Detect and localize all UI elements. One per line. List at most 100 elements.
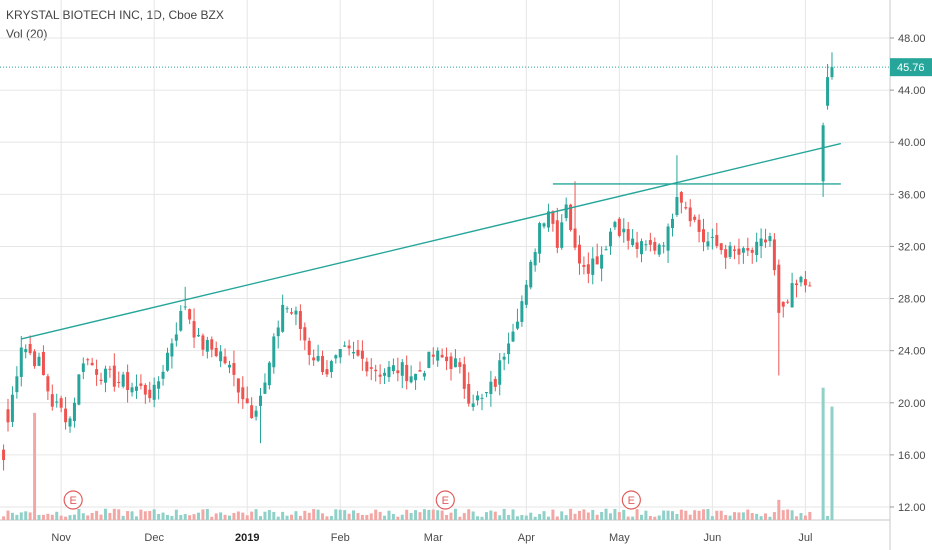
candle-body	[81, 363, 85, 372]
volume-bar	[161, 512, 165, 520]
volume-bar	[684, 510, 688, 520]
volume-bar	[533, 516, 537, 520]
time-axis-label: Mar	[424, 532, 443, 544]
volume-bar	[188, 515, 192, 520]
volume-bar	[648, 515, 652, 520]
candle-body	[710, 236, 714, 238]
candle-body	[821, 125, 825, 182]
candle-body	[356, 349, 360, 356]
volume-bar	[772, 512, 776, 520]
volume-bar	[431, 509, 435, 520]
candle-body	[161, 371, 165, 379]
candle-body	[542, 223, 546, 227]
volume-bar	[515, 516, 519, 520]
volume-bar	[387, 510, 391, 520]
candle-body	[321, 356, 325, 373]
volume-bar	[777, 499, 781, 520]
volume-bar	[281, 511, 285, 520]
chart-title: KRYSTAL BIOTECH INC, 1D, Cboe BZX	[6, 8, 224, 22]
volume-bar	[103, 508, 107, 520]
candle-body	[347, 345, 351, 349]
candle-body	[259, 395, 263, 406]
candle-body	[799, 276, 803, 283]
candle-body	[50, 394, 54, 407]
candle-body	[263, 382, 267, 394]
candle-body	[458, 362, 462, 367]
volume-bar	[68, 515, 72, 520]
volume-bar	[307, 512, 311, 520]
candle-body	[431, 354, 435, 357]
candle-body	[702, 229, 706, 243]
candle-body	[772, 239, 776, 271]
volume-bar	[236, 511, 240, 520]
volume-bar	[143, 511, 147, 520]
candle-body	[520, 301, 524, 322]
candle-body	[405, 364, 409, 382]
candle-body	[600, 254, 604, 269]
earnings-marker: E	[63, 490, 83, 510]
candle-body	[803, 279, 807, 286]
candle-body	[378, 374, 382, 377]
volume-bar	[81, 513, 85, 520]
volume-bar	[821, 387, 825, 520]
volume-bar	[59, 515, 63, 520]
volume-bar	[90, 512, 94, 520]
candle-body	[617, 218, 621, 236]
volume-bar	[759, 516, 763, 520]
volume-bar	[290, 514, 294, 520]
volume-bar	[542, 511, 546, 520]
candle-body	[440, 354, 444, 358]
candle-body	[697, 219, 701, 232]
candles	[2, 52, 834, 471]
candle-body	[188, 309, 192, 320]
volume-bar	[693, 510, 697, 520]
volume-bar	[737, 512, 741, 520]
candle-body	[108, 368, 112, 370]
candle-body	[338, 348, 342, 358]
volume-bar	[174, 509, 178, 520]
volume-bar	[724, 515, 728, 520]
price-axis-label: 32.00	[898, 241, 926, 253]
candle-body	[684, 207, 688, 209]
volume-bar	[303, 510, 307, 520]
candle-body	[210, 339, 214, 350]
candle-body	[329, 361, 333, 373]
candle-body	[365, 361, 369, 372]
volume-bar	[329, 516, 333, 520]
candle-body	[768, 236, 772, 242]
candle-body	[68, 418, 72, 427]
volume-bar	[356, 513, 360, 520]
volume-bar	[347, 513, 351, 520]
volume-bar	[37, 514, 41, 520]
price-axis-label: 48.00	[898, 33, 926, 45]
candle-body	[582, 265, 586, 267]
candle-body	[307, 340, 311, 355]
volume-bar	[108, 512, 112, 520]
volume-bar	[418, 512, 422, 520]
volume-bar	[99, 514, 103, 520]
candle-body	[126, 372, 130, 390]
candle-body	[294, 310, 298, 315]
candle-body	[480, 397, 484, 399]
volume-bar	[72, 514, 76, 520]
candle-body	[764, 239, 768, 243]
price-axis-label: 12.00	[898, 502, 926, 514]
volume-bar	[117, 509, 121, 520]
volume-bar	[741, 512, 745, 520]
volume-bar	[764, 513, 768, 520]
candle-body	[484, 392, 488, 394]
volume-bar	[586, 512, 590, 520]
volume-bar	[498, 515, 502, 520]
candle-body	[449, 356, 453, 369]
volume-bar	[555, 516, 559, 520]
candle-body	[693, 216, 697, 220]
candle-body	[493, 378, 497, 387]
candle-body	[786, 301, 790, 303]
candle-body	[795, 283, 799, 286]
candle-body	[143, 384, 147, 395]
volume-bar	[728, 515, 732, 520]
candle-body	[507, 343, 511, 355]
candle-body	[170, 343, 174, 357]
candle-body	[15, 376, 19, 393]
